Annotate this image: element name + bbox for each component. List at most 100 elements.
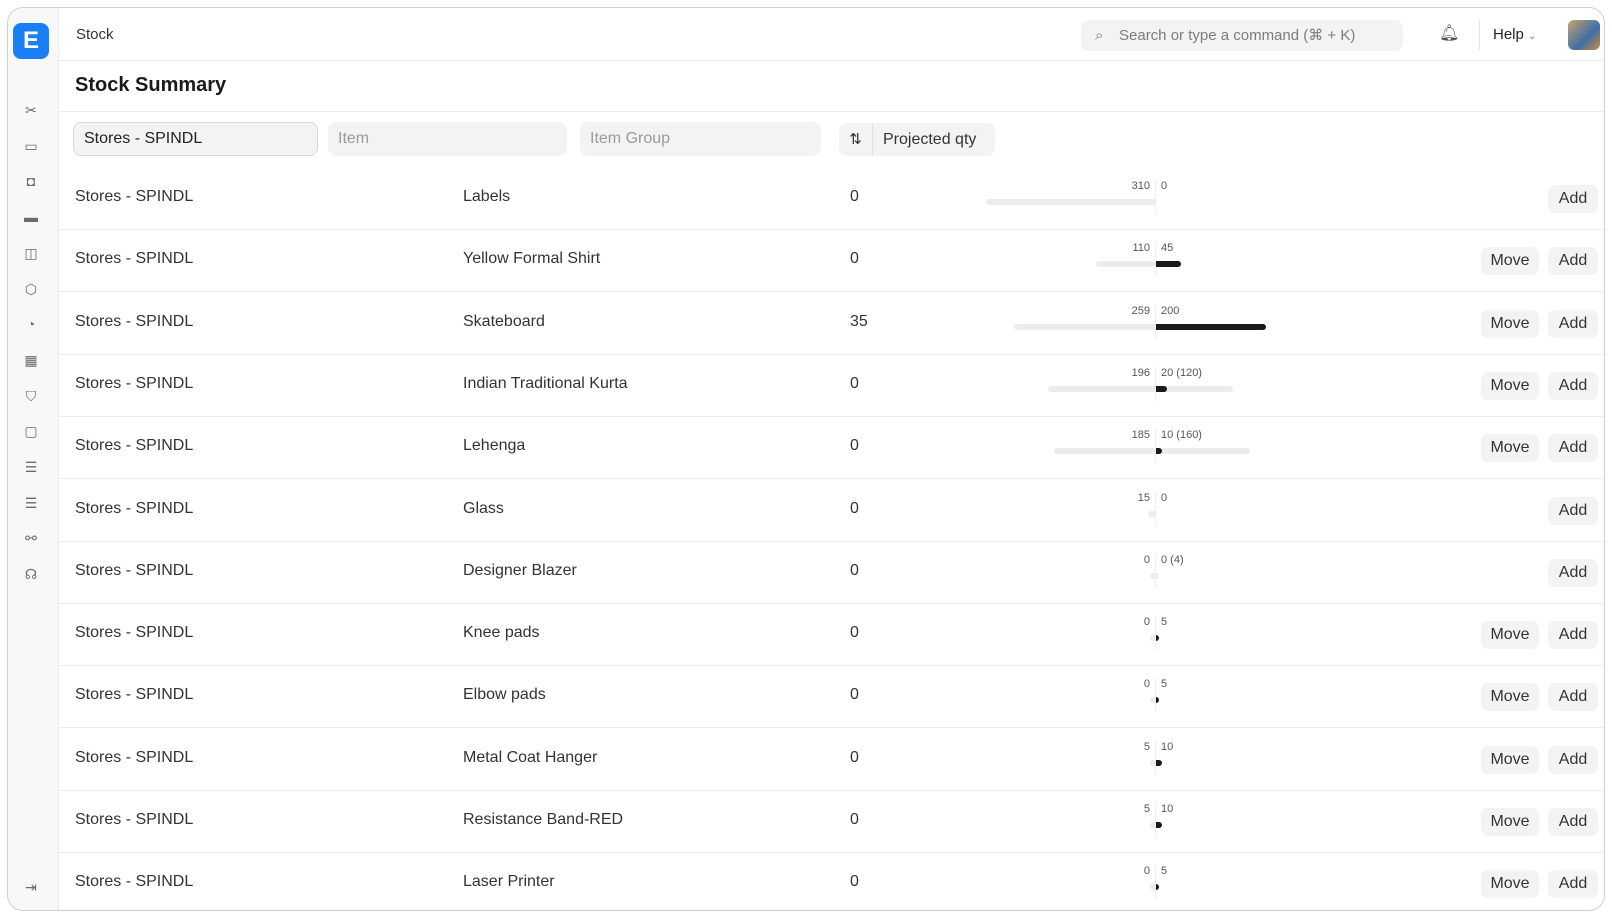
building-icon[interactable]: ▦ — [24, 351, 38, 368]
left-value-label: 0 — [1143, 678, 1150, 691]
toggle-icon-2[interactable]: ☰ — [24, 494, 38, 511]
item-cell[interactable]: Glass — [463, 499, 504, 517]
left-bar — [1150, 635, 1156, 642]
integrations-icon[interactable]: ⚯ — [25, 530, 37, 547]
stock-level-chart: 5 10 — [1144, 791, 1173, 852]
chart-axis — [1155, 304, 1156, 339]
item-cell[interactable]: Labels — [463, 188, 511, 205]
move-button[interactable]: Move — [1481, 309, 1539, 338]
box-icon[interactable]: ⬡ — [24, 280, 38, 297]
card-icon[interactable]: ▬ — [24, 209, 38, 226]
add-button[interactable]: Add — [1548, 247, 1598, 276]
notification-bell-icon[interactable]: 🔔︎ — [1439, 25, 1460, 42]
left-bar — [1054, 448, 1156, 455]
search-input[interactable]: ⌕ Search or type a command (⌘ + K) — [1081, 20, 1403, 51]
breadcrumb[interactable]: Stock — [76, 26, 114, 43]
right-value-label: 0 — [1161, 180, 1168, 192]
right-bar — [1156, 261, 1181, 268]
warehouse-filter[interactable]: Stores - SPINDL — [73, 122, 318, 156]
item-cell[interactable]: Skateboard — [463, 312, 545, 330]
right-bar — [1156, 822, 1162, 828]
stock-level-chart: 15 0 — [1138, 480, 1167, 541]
headset-icon[interactable]: ☊ — [24, 566, 38, 583]
item-cell[interactable]: Yellow Formal Shirt — [463, 250, 601, 268]
warehouse-cell[interactable]: Stores - SPINDL — [75, 437, 194, 455]
move-button[interactable]: Move — [1481, 870, 1539, 899]
qty-cell: 0 — [850, 561, 859, 579]
right-value-label: 0 — [1161, 491, 1168, 504]
move-button[interactable]: Move — [1481, 371, 1539, 400]
warehouse-cell[interactable]: Stores - SPINDL — [75, 250, 194, 268]
add-button[interactable]: Add — [1548, 496, 1598, 525]
pie-chart-icon[interactable]: ◔ — [26, 316, 36, 333]
table-row: Stores - SPINDL Laser Printer 0 0 5 Move… — [59, 853, 1604, 910]
item-filter[interactable]: Item — [328, 122, 567, 156]
folder-icon[interactable]: ▢ — [24, 423, 38, 440]
warehouse-cell[interactable]: Stores - SPINDL — [75, 624, 194, 642]
warehouse-cell[interactable]: Stores - SPINDL — [75, 873, 194, 891]
qty-cell: 0 — [850, 811, 859, 828]
shopping-bag-icon[interactable]: ◫ — [24, 244, 38, 261]
item-group-filter[interactable]: Item Group — [580, 122, 821, 156]
help-dropdown[interactable]: Help ⌄ — [1493, 26, 1536, 43]
add-button[interactable]: Add — [1548, 621, 1598, 650]
add-button[interactable]: Add — [1548, 683, 1598, 712]
avatar[interactable] — [1568, 20, 1600, 50]
right-value-label: 5 — [1161, 865, 1168, 878]
add-button[interactable]: Add — [1548, 434, 1598, 463]
warehouse-cell[interactable]: Stores - SPINDL — [75, 811, 194, 828]
add-button[interactable]: Add — [1548, 309, 1598, 338]
right-bar — [1156, 448, 1162, 455]
table-row: Stores - SPINDL Yellow Formal Shirt 0 11… — [59, 230, 1604, 293]
chart-axis — [1155, 242, 1156, 277]
move-button[interactable]: Move — [1481, 621, 1539, 650]
table-row: Stores - SPINDL Glass 0 15 0 Add — [59, 480, 1604, 542]
collapse-sidebar-icon[interactable]: ⇥ — [25, 879, 37, 895]
move-button[interactable]: Move — [1481, 247, 1539, 276]
chart-axis — [1155, 616, 1156, 651]
warehouse-cell[interactable]: Stores - SPINDL — [75, 499, 194, 517]
warehouse-cell[interactable]: Stores - SPINDL — [75, 686, 194, 704]
app-logo[interactable]: E — [13, 23, 49, 59]
item-cell[interactable]: Indian Traditional Kurta — [463, 374, 628, 392]
warehouse-cell[interactable]: Stores - SPINDL — [75, 188, 194, 205]
money-icon[interactable]: ▭ — [24, 137, 38, 154]
left-value-label: 110 — [1132, 242, 1150, 255]
item-cell[interactable]: Laser Printer — [463, 873, 555, 891]
warehouse-cell[interactable]: Stores - SPINDL — [75, 748, 194, 766]
shield-icon[interactable]: ⛉ — [25, 387, 37, 404]
table-row: Stores - SPINDL Elbow pads 0 0 5 Move Add — [59, 666, 1604, 729]
item-cell[interactable]: Metal Coat Hanger — [463, 748, 598, 766]
item-cell[interactable]: Lehenga — [463, 437, 526, 455]
qty-cell: 35 — [850, 312, 868, 330]
sort-direction-icon[interactable]: ⇅ — [839, 123, 873, 156]
toggle-icon[interactable]: ☰ — [24, 459, 38, 475]
add-button[interactable]: Add — [1548, 371, 1598, 400]
add-button[interactable]: Add — [1548, 808, 1598, 836]
pending-bar — [1156, 385, 1233, 392]
add-button[interactable]: Add — [1548, 185, 1598, 213]
move-button[interactable]: Move — [1481, 683, 1539, 712]
item-cell[interactable]: Resistance Band-RED — [463, 811, 624, 828]
qty-cell: 0 — [850, 624, 859, 642]
sort-field-select[interactable]: Projected qty — [873, 123, 995, 156]
move-button[interactable]: Move — [1481, 434, 1539, 463]
briefcase-icon[interactable]: ◘ — [26, 173, 36, 190]
move-button[interactable]: Move — [1481, 745, 1539, 774]
search-icon: ⌕ — [1095, 27, 1104, 44]
warehouse-cell[interactable]: Stores - SPINDL — [75, 561, 194, 579]
qty-cell: 0 — [850, 686, 859, 704]
add-button[interactable]: Add — [1548, 745, 1598, 774]
item-cell[interactable]: Knee pads — [463, 624, 540, 642]
right-bar — [1156, 759, 1162, 766]
item-cell[interactable]: Elbow pads — [463, 686, 546, 704]
warehouse-cell[interactable]: Stores - SPINDL — [75, 374, 194, 392]
item-cell[interactable]: Designer Blazer — [463, 561, 577, 579]
tools-icon[interactable]: ✂ — [25, 102, 37, 118]
add-button[interactable]: Add — [1548, 870, 1598, 899]
left-value-label: 0 — [1143, 553, 1150, 566]
move-button[interactable]: Move — [1481, 808, 1539, 836]
right-bar — [1156, 385, 1167, 392]
warehouse-cell[interactable]: Stores - SPINDL — [75, 312, 194, 330]
add-button[interactable]: Add — [1548, 558, 1598, 587]
